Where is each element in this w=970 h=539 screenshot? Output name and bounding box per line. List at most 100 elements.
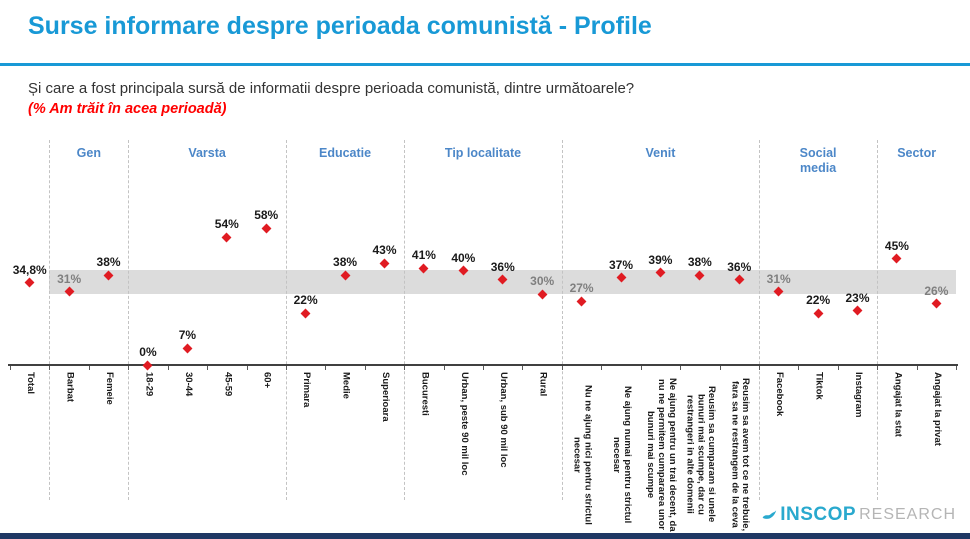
x-axis-label: 18-29	[143, 372, 155, 397]
x-axis-label: 30-44	[182, 372, 194, 397]
x-axis-label-slot: Tiktok	[798, 372, 837, 400]
x-axis-label: Primara	[301, 372, 313, 408]
data-point	[852, 305, 863, 316]
data-point-label: 39%	[648, 252, 673, 267]
x-axis-label: Nu ne ajung nici pentru strictul necesar	[571, 384, 594, 525]
x-axis-label-slot: Barbat	[49, 372, 88, 402]
x-axis-label: Tiktok	[813, 372, 825, 400]
x-axis-label: Reusim sa cumparam si unele bunuri mai s…	[684, 386, 718, 523]
x-axis-label: 60+	[261, 372, 273, 389]
axis-tick	[877, 366, 879, 370]
data-point	[300, 308, 311, 318]
x-axis-label: Angajat la stat	[892, 372, 904, 437]
axis-tick	[10, 366, 11, 370]
x-axis-label-slot: Urban, peste 90 mil loc	[444, 372, 483, 475]
data-point-label: 31%	[766, 271, 791, 286]
data-point-label: 38%	[333, 255, 358, 270]
group-header-venit: Venit	[645, 146, 676, 160]
data-point	[576, 296, 587, 307]
data-point-label: 41%	[411, 248, 436, 263]
axis-tick	[956, 366, 958, 370]
x-axis-label-slot: Nu ne ajung nici pentru strictul necesar	[562, 372, 601, 537]
x-axis-label-slot: Rural	[522, 372, 561, 396]
data-point	[813, 308, 824, 318]
axis-tick	[758, 366, 760, 370]
group-header-social-media: Social media	[799, 146, 837, 175]
x-axis-label-slot: Instagram	[838, 372, 877, 417]
x-axis-label-slot: 45-59	[207, 372, 246, 396]
x-axis-label: Instagram	[852, 372, 864, 418]
x-axis-label: Ne ajung numai pentru strictul necesar	[611, 385, 633, 524]
data-point-label: 34,8%	[12, 262, 47, 277]
logo-brand-text: INSCOP	[780, 504, 857, 525]
axis-tick	[246, 366, 248, 370]
x-axis-label-slot: Bucuresti	[404, 372, 443, 416]
x-axis-label: Barbat	[64, 372, 76, 403]
page-title: Surse informare despre perioada comunist…	[28, 12, 652, 40]
inscop-logo: INSCOP RESEARCH	[761, 504, 956, 526]
x-axis-label-slot: Ne ajung pentru un trai decent, da nu ne…	[641, 372, 680, 537]
x-axis-label-slot: 30-44	[168, 372, 207, 396]
data-point-label: 38%	[687, 255, 712, 270]
group-separator	[877, 140, 879, 500]
x-axis-label: Total	[25, 372, 37, 394]
data-point-label: 26%	[924, 283, 949, 298]
axis-tick	[719, 366, 721, 370]
axis-tick	[522, 366, 524, 370]
x-axis-label: Superioara	[379, 372, 391, 422]
x-axis-label: Urban, sub 90 mil loc	[498, 372, 510, 468]
x-axis-label: Reusim sa avem tot ce ne trebuie, fara s…	[729, 377, 752, 532]
group-separator	[561, 140, 563, 500]
axis-tick	[49, 366, 51, 370]
x-axis-label: Ne ajung pentru un trai decent, da nu ne…	[644, 377, 678, 532]
group-header-varsta: Varsta	[188, 146, 226, 160]
survey-question: Și care a fost principala sursă de infor…	[28, 80, 635, 97]
data-point-label: 54%	[214, 217, 239, 232]
group-separator	[128, 140, 130, 500]
data-point-label: 31%	[57, 271, 82, 286]
group-separator	[285, 140, 287, 500]
group-separator	[404, 140, 406, 500]
group-separator	[49, 140, 51, 500]
data-point-label: 45%	[884, 238, 909, 253]
data-point-label: 30%	[530, 274, 555, 289]
group-header-tip-localitate: Tip localitate	[444, 146, 522, 160]
axis-tick	[167, 366, 169, 370]
x-axis-label: Medie	[340, 372, 352, 399]
axis-tick	[483, 366, 485, 370]
data-point	[182, 343, 193, 354]
x-axis-label-slot: 18-29	[128, 372, 167, 396]
axis-tick	[404, 366, 406, 370]
inscop-logo-icon	[762, 510, 777, 519]
x-axis-label: Angajat la privat	[931, 372, 943, 446]
data-point	[261, 223, 272, 233]
axis-tick	[798, 366, 800, 370]
data-point-label: 38%	[96, 255, 121, 270]
title-divider	[0, 63, 970, 66]
group-separator	[758, 140, 760, 500]
group-header-gen: Gen	[76, 146, 101, 160]
data-point-label: 40%	[451, 250, 476, 265]
data-point	[221, 232, 232, 243]
data-point-label: 43%	[372, 243, 397, 258]
x-axis-label-slot: Medie	[325, 372, 364, 399]
axis-tick	[88, 366, 90, 370]
x-axis-label-slot: Reusim sa avem tot ce ne trebuie, fara s…	[720, 372, 759, 537]
x-axis-label-slot: Total	[10, 372, 49, 394]
x-axis-label-slot: Facebook	[759, 372, 798, 416]
x-axis-label-slot: Superioara	[365, 372, 404, 422]
axis-tick	[561, 366, 563, 370]
x-axis-label: 45-59	[222, 372, 234, 397]
x-axis-label-slot: Primara	[286, 372, 325, 407]
x-axis-label-slot: Urban, sub 90 mil loc	[483, 372, 522, 468]
axis-tick	[916, 366, 918, 370]
axis-tick	[364, 366, 366, 370]
data-point-label: 22%	[806, 293, 831, 308]
axis-tick	[640, 366, 642, 370]
data-point-label: 36%	[490, 259, 515, 274]
group-header-educatie: Educatie	[319, 146, 372, 160]
axis-tick	[325, 366, 327, 370]
data-point	[24, 277, 35, 288]
x-axis-label-slot: Reusim sa cumparam si unele bunuri mai s…	[680, 372, 719, 537]
